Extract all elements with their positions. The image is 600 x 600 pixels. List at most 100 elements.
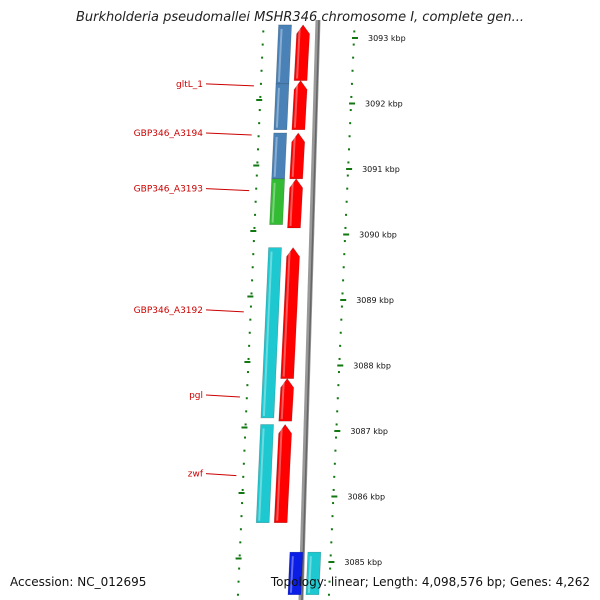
gene-label[interactable]: GBP346_A3194 (134, 129, 204, 139)
gene-label-leader (205, 188, 250, 192)
gene-right-9[interactable] (287, 178, 303, 229)
accession-text: Accession: NC_012695 (10, 575, 147, 589)
minor-tick-left (259, 95, 262, 98)
minor-tick-right (331, 515, 334, 518)
minor-tick-right (336, 397, 339, 400)
chromosome-backbone (298, 19, 321, 600)
minor-tick-right (340, 318, 343, 321)
gene-highlight-0 (277, 28, 283, 82)
minor-tick-right (336, 410, 339, 413)
minor-tick-right (347, 148, 350, 151)
minor-tick-left (244, 423, 247, 426)
scale-tick-label: 3087 kbp (350, 427, 388, 436)
gene-highlight-8 (291, 136, 296, 177)
minor-tick-left (252, 240, 255, 243)
gene-label-leader (205, 394, 240, 398)
minor-tick-left (242, 462, 245, 465)
gene-label[interactable]: pgl (189, 391, 203, 401)
gene-highlight-1 (275, 87, 280, 128)
gene-highlight-12 (276, 428, 283, 521)
minor-tick-left (238, 554, 241, 557)
minor-tick-left (255, 174, 258, 177)
minor-tick-left (239, 541, 242, 544)
gene-label-leader (205, 309, 244, 313)
minor-tick-left (260, 69, 263, 72)
minor-tick-right (352, 43, 355, 46)
gene-label-leader (205, 132, 252, 136)
minor-tick-right (347, 161, 350, 164)
gene-highlight-9 (289, 182, 294, 227)
minor-tick-left (249, 305, 252, 308)
minor-tick-left (244, 436, 247, 439)
minor-tick-left (261, 43, 264, 46)
gene-far-13[interactable] (287, 551, 304, 596)
minor-tick-right (350, 95, 353, 98)
gene-right-7[interactable] (291, 80, 308, 130)
genes-layer (255, 24, 322, 596)
gene-label[interactable]: zwf (188, 470, 204, 480)
minor-tick-right (342, 266, 345, 269)
minor-tick-right (335, 423, 338, 426)
minor-tick-right (334, 449, 337, 452)
minor-tick-left (242, 475, 245, 478)
scale-tick-label: 3090 kbp (359, 231, 397, 240)
gene-far2-14[interactable] (305, 551, 322, 596)
gene-left-5[interactable] (255, 424, 274, 524)
minor-tick-right (346, 187, 349, 190)
scale-tick-label: 3088 kbp (353, 362, 391, 371)
gene-right-12[interactable] (273, 423, 292, 524)
gene-label[interactable]: GBP346_A3192 (134, 306, 203, 316)
minor-tick-right (341, 292, 344, 295)
gene-highlight-3 (271, 182, 276, 223)
minor-tick-right (343, 240, 346, 243)
scale-tick-label: 3086 kbp (347, 493, 385, 502)
minor-tick-left (248, 344, 251, 347)
minor-tick-left (259, 82, 262, 85)
scale-tick-label: 3092 kbp (365, 100, 403, 109)
minor-tick-left (238, 567, 241, 570)
minor-tick-left (246, 371, 249, 374)
minor-tick-left (261, 56, 264, 59)
minor-tick-left (256, 148, 259, 151)
minor-tick-left (249, 318, 252, 321)
gene-highlight-7 (293, 84, 299, 128)
minor-tick-right (328, 580, 331, 583)
topology-text: Topology: linear; Length: 4,098,576 bp; … (270, 575, 590, 589)
minor-tick-right (349, 109, 352, 112)
minor-tick-right (353, 30, 356, 33)
gene-highlight-4 (262, 251, 273, 416)
gene-highlight-11 (280, 382, 285, 420)
minor-tick-right (332, 502, 335, 505)
minor-tick-left (237, 580, 240, 583)
minor-tick-left (256, 161, 259, 164)
gene-left-1[interactable] (273, 83, 290, 130)
minor-tick-left (251, 279, 254, 282)
minor-tick-right (337, 384, 340, 387)
minor-tick-left (251, 266, 254, 269)
scale-layer: 3093 kbp 3092 kbp 3091 kbp 3090 kbp 3089 kbp… (235, 30, 406, 596)
gene-highlight-13 (289, 556, 294, 593)
minor-tick-left (258, 122, 261, 125)
minor-tick-left (254, 200, 257, 203)
minor-tick-right (327, 593, 330, 596)
gene-highlight-10 (282, 251, 291, 377)
scale-tick-label: 3089 kbp (356, 296, 394, 305)
minor-tick-right (343, 253, 346, 256)
minor-tick-right (342, 279, 345, 282)
gene-left-4[interactable] (260, 247, 282, 419)
minor-tick-right (329, 554, 332, 557)
minor-tick-right (346, 174, 349, 177)
gene-right-11[interactable] (278, 378, 294, 422)
gene-highlight-5 (258, 428, 265, 521)
gene-left-3[interactable] (269, 178, 285, 225)
gene-highlight-14 (307, 556, 312, 593)
gene-label[interactable]: gltL_1 (176, 80, 203, 90)
minor-tick-left (240, 515, 243, 518)
minor-tick-left (245, 410, 248, 413)
minor-tick-right (333, 475, 336, 478)
minor-tick-left (254, 213, 257, 216)
scale-tick-label: 3091 kbp (362, 165, 400, 174)
gene-label[interactable]: GBP346_A3193 (134, 185, 203, 195)
minor-tick-right (332, 488, 335, 491)
